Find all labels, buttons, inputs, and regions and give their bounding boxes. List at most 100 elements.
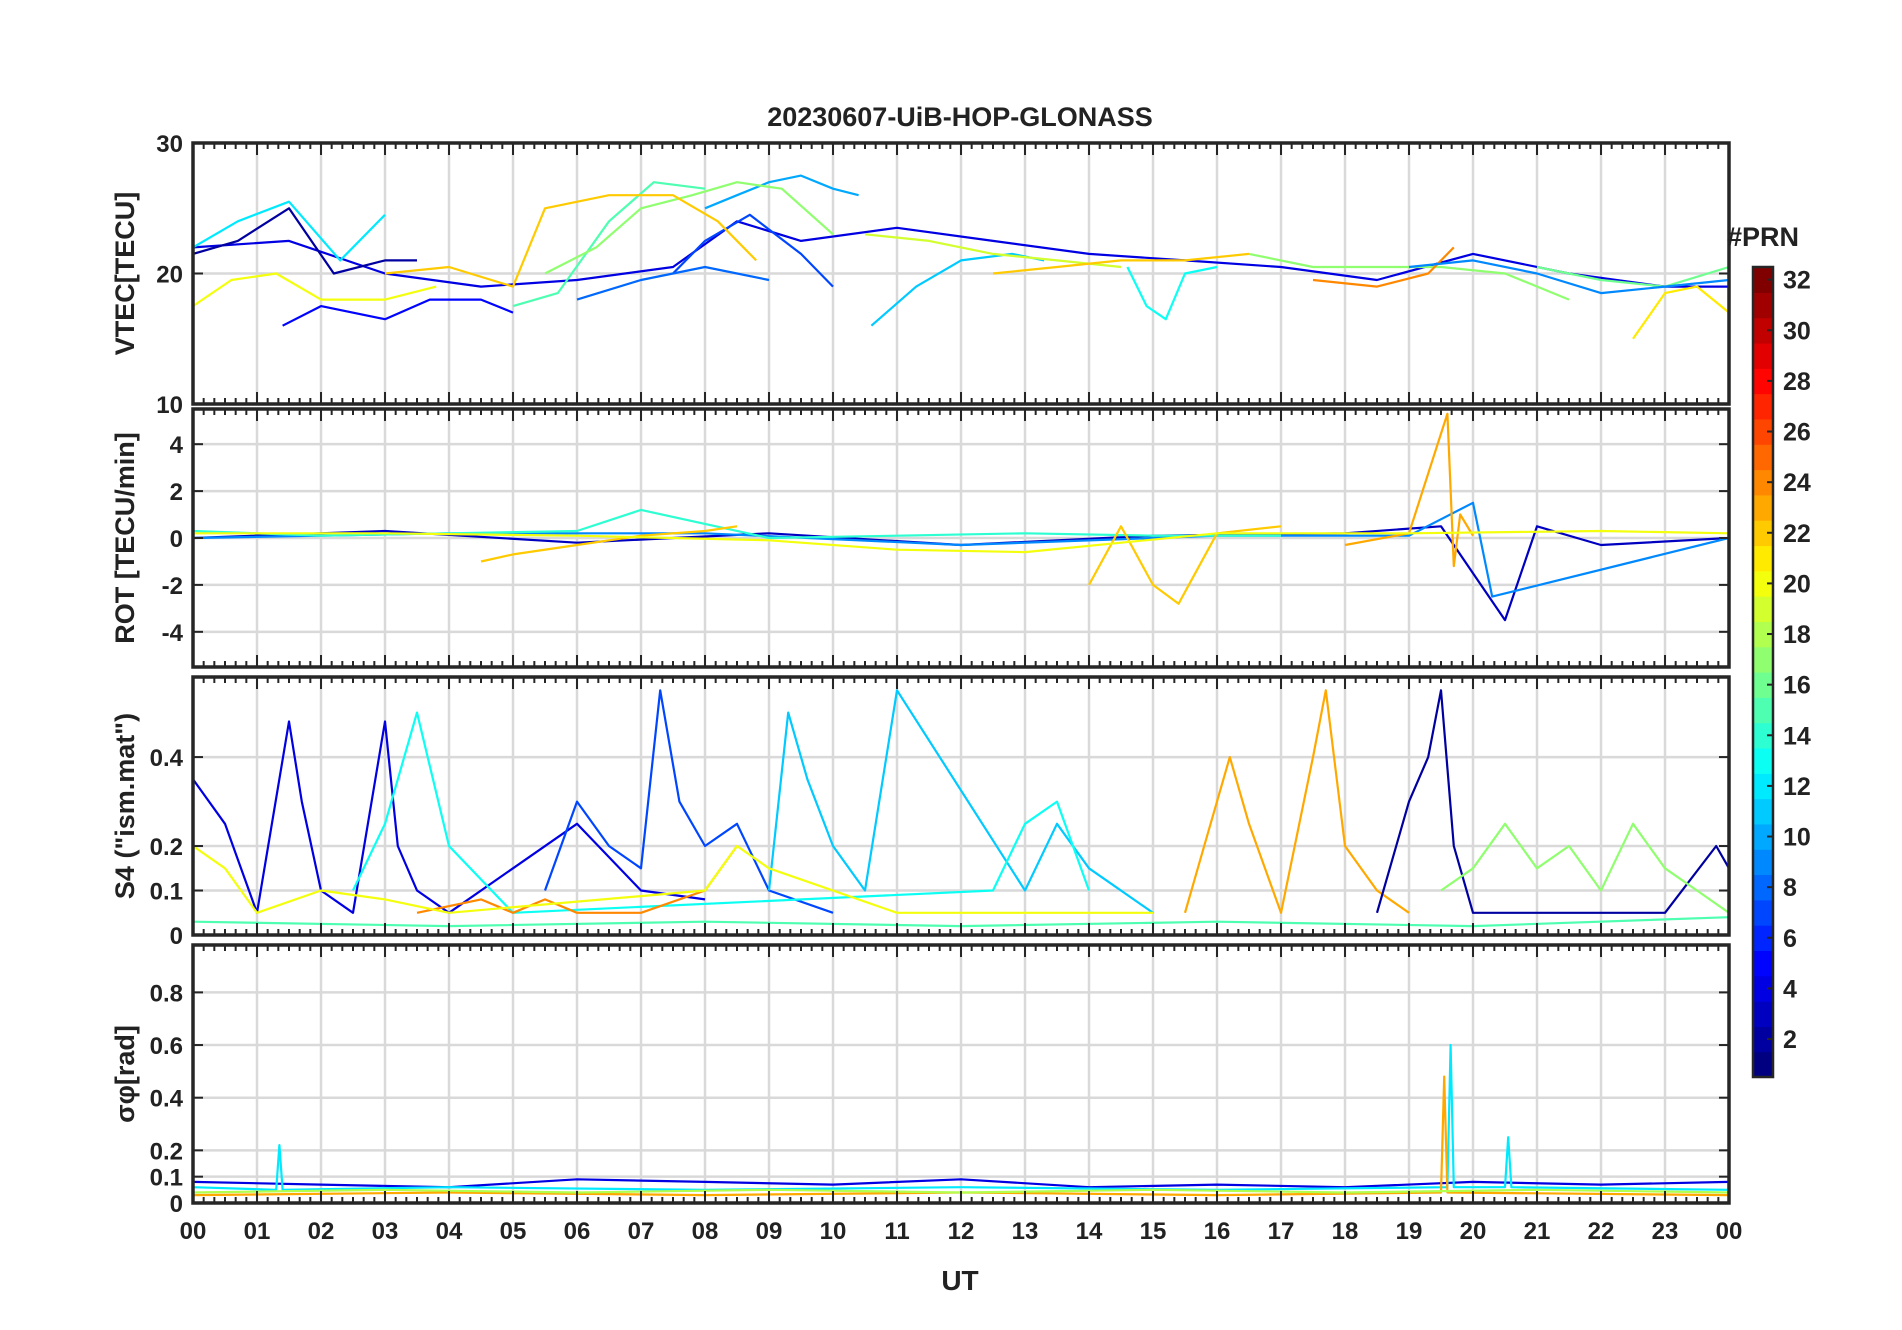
colorbar-segment <box>1753 292 1773 319</box>
colorbar-segment <box>1753 798 1773 825</box>
y-tick-label: 4 <box>170 432 184 459</box>
colorbar-tick-label: 6 <box>1783 925 1797 953</box>
x-axis-label: UT <box>941 1265 978 1296</box>
colorbar-segment <box>1753 267 1773 293</box>
x-tick-label: 18 <box>1332 1218 1359 1245</box>
colorbar-segment <box>1753 672 1773 698</box>
panel-rot: -4 -2 0 2 4 ROT [TECU/min] <box>110 407 1731 669</box>
panel-s4: 0 0.1 0.2 0.4 S4 ("ism.mat") <box>110 675 1731 950</box>
y-tick-label: 0.4 <box>150 1086 184 1113</box>
x-tick-label: 04 <box>436 1218 463 1245</box>
y-tick-label: 0 <box>170 526 183 553</box>
colorbar-segment <box>1753 874 1773 901</box>
series-line-prn-22 <box>1088 525 1282 605</box>
y-tick-label: -4 <box>162 620 184 647</box>
colorbar-segment <box>1753 469 1773 496</box>
series-line-prn-20 <box>193 272 437 308</box>
colorbar-segment <box>1753 925 1773 952</box>
series-line-prn-15 <box>512 181 706 308</box>
panel-vtec-y-label: VTEC[TECU] <box>110 192 140 356</box>
panel-sigma_phi-vertical-grid <box>255 945 1667 1203</box>
y-tick-label: 2 <box>170 479 183 506</box>
series-line-prn-8 <box>576 265 770 301</box>
colorbar-segment <box>1753 899 1773 926</box>
panel-rot-y-ticks: -4 -2 0 2 4 <box>162 432 1729 647</box>
y-tick-label: 30 <box>156 131 183 158</box>
colorbar-tick-label: 24 <box>1783 469 1811 497</box>
x-tick-label: 07 <box>628 1218 655 1245</box>
series-line-prn-2 <box>193 207 417 275</box>
colorbar-tick-label: 12 <box>1783 773 1811 801</box>
series-line-prn-17 <box>544 181 834 275</box>
y-tick-label: 0.8 <box>150 980 183 1007</box>
x-tick-label: 09 <box>756 1218 783 1245</box>
colorbar-tick-label: 20 <box>1783 570 1811 598</box>
colorbar-segment <box>1753 975 1773 1002</box>
x-tick-label: 13 <box>1012 1218 1039 1245</box>
series-line-prn-19 <box>864 233 1122 269</box>
colorbar-segment <box>1753 418 1773 445</box>
series-line-prn-23 <box>1183 689 1410 914</box>
colorbar-segment <box>1753 747 1773 774</box>
panel-sigma_phi-x-ticks <box>192 945 1730 1203</box>
colorbar-tick-label: 2 <box>1783 1026 1797 1054</box>
colorbar-segment <box>1753 950 1773 977</box>
panel-sigma_phi-y-ticks: 00.10.2 0.4 0.6 0.8 <box>150 980 1729 1218</box>
panel-vtec-x-ticks <box>192 143 1730 404</box>
x-tick-label: 00 <box>1716 1218 1743 1245</box>
colorbar-tick-label: 8 <box>1783 874 1797 902</box>
x-tick-label: 21 <box>1524 1218 1551 1245</box>
colorbar-tick-label: 16 <box>1783 672 1811 700</box>
panel-s4-x-ticks <box>192 677 1730 935</box>
series-line-prn-23 <box>1344 412 1474 568</box>
series-line-prn-10 <box>704 174 859 210</box>
colorbar-segment <box>1753 317 1773 344</box>
x-tick-label: 05 <box>500 1218 527 1245</box>
colorbar-segment <box>1753 570 1773 597</box>
colorbar-tick-label: 18 <box>1783 621 1811 649</box>
panel-sigma_phi-horizontal-grid <box>193 991 1729 1178</box>
panel-rot-y-label: ROT [TECU/min] <box>110 432 140 643</box>
x-tick-label: 00 <box>180 1218 207 1245</box>
colorbar-segment <box>1753 1026 1773 1053</box>
panel-sigma_phi: 00.10.2 0.4 0.6 0.8 σφ[rad] <box>110 943 1731 1218</box>
y-tick-label: 0.2 <box>150 834 183 861</box>
series-line-prn-24 <box>416 845 738 914</box>
colorbar-tick-label: 32 <box>1783 267 1811 295</box>
y-tick-label: 0.1 <box>150 879 183 906</box>
x-tick-label: 19 <box>1396 1218 1423 1245</box>
x-tick-label: 14 <box>1076 1218 1103 1245</box>
series-line-prn-7 <box>672 213 834 288</box>
colorbar-segment <box>1753 1001 1773 1027</box>
panel-rot-series <box>193 412 1729 622</box>
x-tick-label: 16 <box>1204 1218 1231 1245</box>
series-line-prn-20 <box>193 529 1729 554</box>
series-line-prn-21 <box>1632 285 1729 340</box>
colorbar-tick-label: 4 <box>1783 975 1797 1003</box>
x-tick-label: 06 <box>564 1218 591 1245</box>
panel-rot-horizontal-grid <box>193 442 1729 634</box>
colorbar-segment <box>1753 596 1773 622</box>
colorbar-segment <box>1753 545 1773 572</box>
series-line-prn-16 <box>1536 265 1729 288</box>
series-line-prn-22 <box>480 525 738 563</box>
y-tick-label: 0.2 <box>150 1138 183 1165</box>
colorbar-segment <box>1753 849 1773 876</box>
colorbar-segment <box>1753 494 1773 521</box>
series-line-prn-12 <box>193 200 386 262</box>
y-tick-label: 0.6 <box>150 1033 183 1060</box>
colorbar-segment <box>1753 444 1773 471</box>
series-line-prn-5 <box>282 298 514 327</box>
series-line-prn-24 <box>1312 246 1455 288</box>
y-tick-label: 0 <box>170 923 183 950</box>
colorbar-segments <box>1753 267 1773 1078</box>
colorbar-segment <box>1753 621 1773 648</box>
colorbar-segment <box>1753 823 1773 850</box>
x-axis-tick-labels: 00 01 02 03 04 05 06 07 08 09 10 11 12 13 14 15 16 17 18 19… <box>180 1218 1743 1245</box>
series-line-prn-22 <box>384 194 757 288</box>
colorbar-tick-label: 26 <box>1783 419 1811 447</box>
panel-s4-vertical-grid <box>255 677 1667 935</box>
colorbar-segment <box>1753 697 1773 724</box>
